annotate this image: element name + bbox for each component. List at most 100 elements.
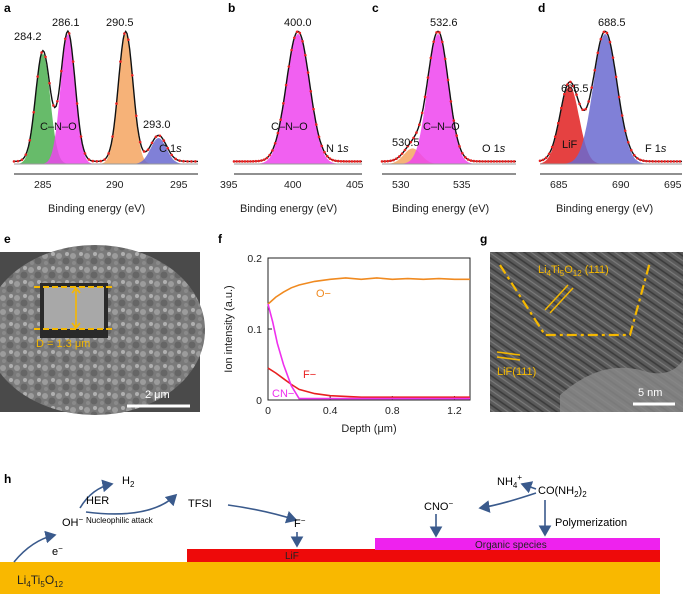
measured-point xyxy=(666,160,670,163)
measured-point xyxy=(383,160,387,163)
y-axis-label: Ion intensity (a.u.) xyxy=(223,285,235,372)
measured-point xyxy=(138,140,142,144)
measured-point xyxy=(95,160,99,163)
y-tick-label: 0.1 xyxy=(247,324,262,336)
element-label-a: C 1s xyxy=(159,143,182,155)
measured-point xyxy=(342,160,346,163)
her-label: HER xyxy=(86,495,109,507)
measured-point xyxy=(119,60,122,63)
measured-point xyxy=(599,37,603,41)
measured-point xyxy=(174,157,177,161)
electron-label: e− xyxy=(52,544,63,558)
measured-point xyxy=(435,31,438,34)
measured-point xyxy=(314,123,318,126)
measured-point xyxy=(602,30,606,34)
nucleophilic-arrow xyxy=(85,493,178,515)
tem-lif-label: LiF(111) xyxy=(497,366,536,378)
panel-label-h: h xyxy=(4,472,11,486)
measured-point xyxy=(130,74,134,77)
tem-lif-fringe-1 xyxy=(496,351,521,356)
her-arrow xyxy=(79,479,114,509)
measured-point xyxy=(605,31,609,35)
measured-point xyxy=(475,159,479,163)
measured-point xyxy=(32,110,36,114)
measured-point xyxy=(596,51,600,55)
measured-point xyxy=(547,152,551,156)
tick-405: 405 xyxy=(346,179,364,191)
tick-395: 395 xyxy=(220,179,238,191)
measured-point xyxy=(123,32,126,35)
peak-fill-286-1 xyxy=(14,34,198,164)
x-ticks-a: 285 290 295 xyxy=(34,179,188,191)
measured-point xyxy=(608,40,612,44)
measured-point xyxy=(675,160,679,163)
measured-point xyxy=(240,160,244,163)
tem-scale-label: 5 nm xyxy=(638,387,662,399)
tem-lto-fringe-2 xyxy=(549,287,574,314)
tick-530: 530 xyxy=(392,179,410,191)
peak-fill-284-2 xyxy=(14,53,198,164)
measured-point xyxy=(472,159,476,163)
measured-point xyxy=(306,71,310,74)
tem-lif-fringe-2 xyxy=(496,356,521,361)
element-label-d: F 1s xyxy=(645,143,667,155)
peak-label-293-0: 293.0 xyxy=(143,119,171,131)
measured-point xyxy=(268,153,271,157)
peak-fill-532-6 xyxy=(382,34,516,164)
measured-point xyxy=(636,156,639,160)
series-label-2: CN− xyxy=(272,388,294,400)
measured-point xyxy=(325,154,329,158)
electron-arrow xyxy=(13,530,57,563)
measured-point xyxy=(336,159,340,163)
x-axis-label-a: Binding energy (eV) xyxy=(48,203,145,215)
sem-depth-label: D = 1.3 μm xyxy=(36,338,90,350)
measured-point xyxy=(304,53,307,57)
x-ticks-d: 685 690 695 xyxy=(550,179,682,191)
measured-point xyxy=(629,148,633,152)
x-tick-label: 0.8 xyxy=(385,405,400,417)
measured-point xyxy=(572,84,575,88)
measured-point xyxy=(235,160,239,163)
measured-point xyxy=(587,100,590,103)
measured-point xyxy=(566,83,569,86)
measured-point xyxy=(415,131,418,134)
peak-fill-293 xyxy=(14,138,198,164)
measured-point xyxy=(672,160,676,163)
panel-label-g: g xyxy=(480,232,487,246)
measured-point xyxy=(507,160,510,163)
measured-point xyxy=(271,149,274,152)
measured-point xyxy=(569,80,572,84)
tick-400: 400 xyxy=(284,179,302,191)
measured-point xyxy=(486,160,490,163)
xps-spectrum-c1s xyxy=(12,29,198,165)
measured-point xyxy=(115,102,118,105)
x-axis-label: Depth (μm) xyxy=(341,423,396,435)
measured-point xyxy=(298,31,302,35)
measured-point xyxy=(287,65,291,68)
measured-point xyxy=(541,158,545,162)
measured-point xyxy=(170,153,174,157)
tem-lto-label: Li4Ti5O12 (111) xyxy=(538,264,609,278)
measured-point xyxy=(276,131,280,135)
measured-point xyxy=(146,148,150,151)
measured-point xyxy=(232,160,236,163)
measured-point xyxy=(617,95,621,99)
measured-point xyxy=(392,158,395,162)
measured-point xyxy=(24,153,28,156)
measured-point xyxy=(426,76,430,79)
tick-695: 695 xyxy=(664,179,682,191)
peak-label-286-1: 286.1 xyxy=(52,17,80,29)
measured-point xyxy=(458,145,461,148)
lto-layer-label: Li4Ti5O12 xyxy=(17,573,64,589)
tfsi-arrow xyxy=(227,504,298,524)
measured-point xyxy=(60,69,63,73)
measured-point xyxy=(553,135,557,139)
measured-point xyxy=(504,160,507,163)
measured-point xyxy=(63,37,67,41)
series-line-2 xyxy=(267,303,470,400)
measured-point xyxy=(614,75,618,79)
depth-profile-chart: 0 0.4 0.8 1.2 0 0.1 0.2 Depth (μm) Ion intensity… xyxy=(223,253,471,435)
measured-point xyxy=(423,95,427,99)
measured-point xyxy=(290,48,293,52)
